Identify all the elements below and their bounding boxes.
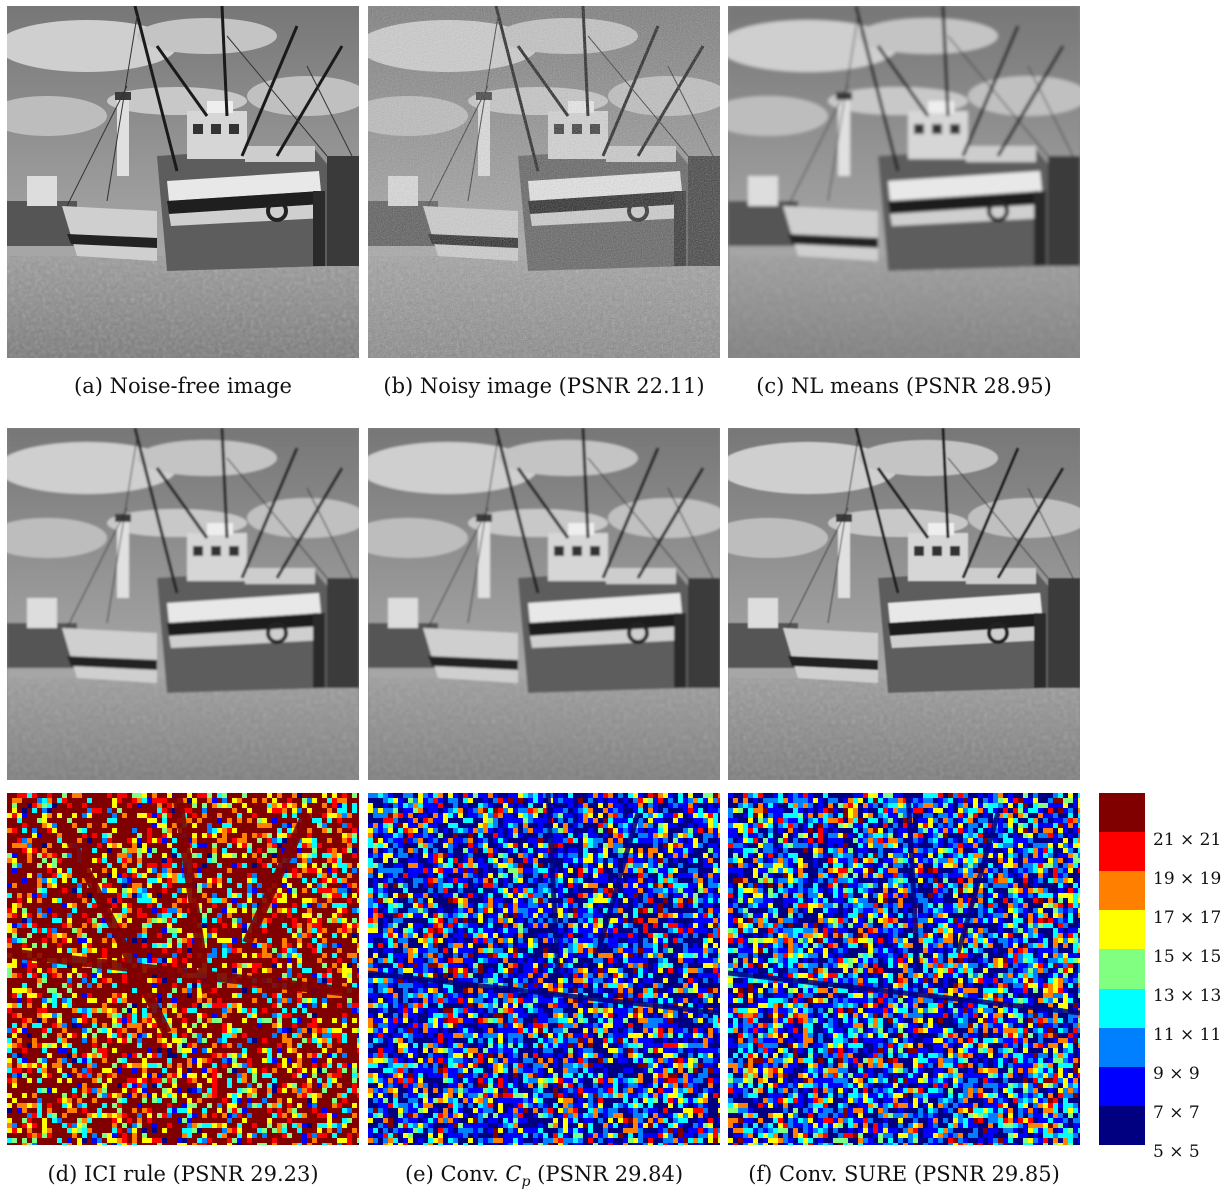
colorbar-label: 17 × 17	[1153, 908, 1222, 928]
colorbar-swatch	[1099, 988, 1145, 1028]
colorbar-swatch	[1099, 793, 1145, 833]
colorbar-swatch	[1099, 1066, 1145, 1106]
colorbar-label: 21 × 21	[1153, 830, 1222, 850]
colorbar-label: 5 × 5	[1153, 1142, 1200, 1162]
caption-e-prefix: (e) Conv.	[404, 1162, 506, 1186]
caption-f: (f) Conv. SURE (PSNR 29.85)	[748, 1162, 1060, 1186]
colorbar-swatch	[1099, 910, 1145, 950]
caption-e-math: C	[505, 1162, 522, 1186]
caption-b: (b) Noisy image (PSNR 22.11)	[383, 374, 705, 398]
ici-rule-image	[7, 428, 359, 780]
caption-d: (d) ICI rule (PSNR 29.23)	[47, 1162, 319, 1186]
caption-c: (c) NL means (PSNR 28.95)	[756, 374, 1052, 398]
colorbar-label: 9 × 9	[1153, 1064, 1200, 1084]
colorbar-swatch	[1099, 871, 1145, 911]
caption-e-subscript: p	[521, 1174, 531, 1191]
colorbar-swatch	[1099, 1027, 1145, 1067]
conv-sure-window-map	[728, 793, 1080, 1145]
caption-e: (e) Conv. Cp (PSNR 29.84)	[368, 1160, 720, 1196]
noisy-image	[368, 6, 720, 358]
conv-cp-window-map	[368, 793, 720, 1145]
colorbar-label: 13 × 13	[1153, 986, 1222, 1006]
caption-a: (a) Noise-free image	[74, 374, 292, 398]
conv-cp-image	[368, 428, 720, 780]
colorbar-swatch	[1099, 949, 1145, 989]
caption-e-suffix: (PSNR 29.84)	[530, 1162, 684, 1186]
conv-sure-image	[728, 428, 1080, 780]
colorbar-label: 7 × 7	[1153, 1103, 1200, 1123]
colorbar-label: 11 × 11	[1153, 1025, 1222, 1045]
colorbar-swatch	[1099, 832, 1145, 872]
colorbar-swatch	[1099, 1105, 1145, 1145]
ici-rule-window-map	[7, 793, 359, 1145]
window-size-colorbar	[1099, 793, 1145, 1145]
noise-free-image	[7, 6, 359, 358]
nl-means-image	[728, 6, 1080, 358]
colorbar-label: 15 × 15	[1153, 947, 1222, 967]
colorbar-label: 19 × 19	[1153, 869, 1222, 889]
